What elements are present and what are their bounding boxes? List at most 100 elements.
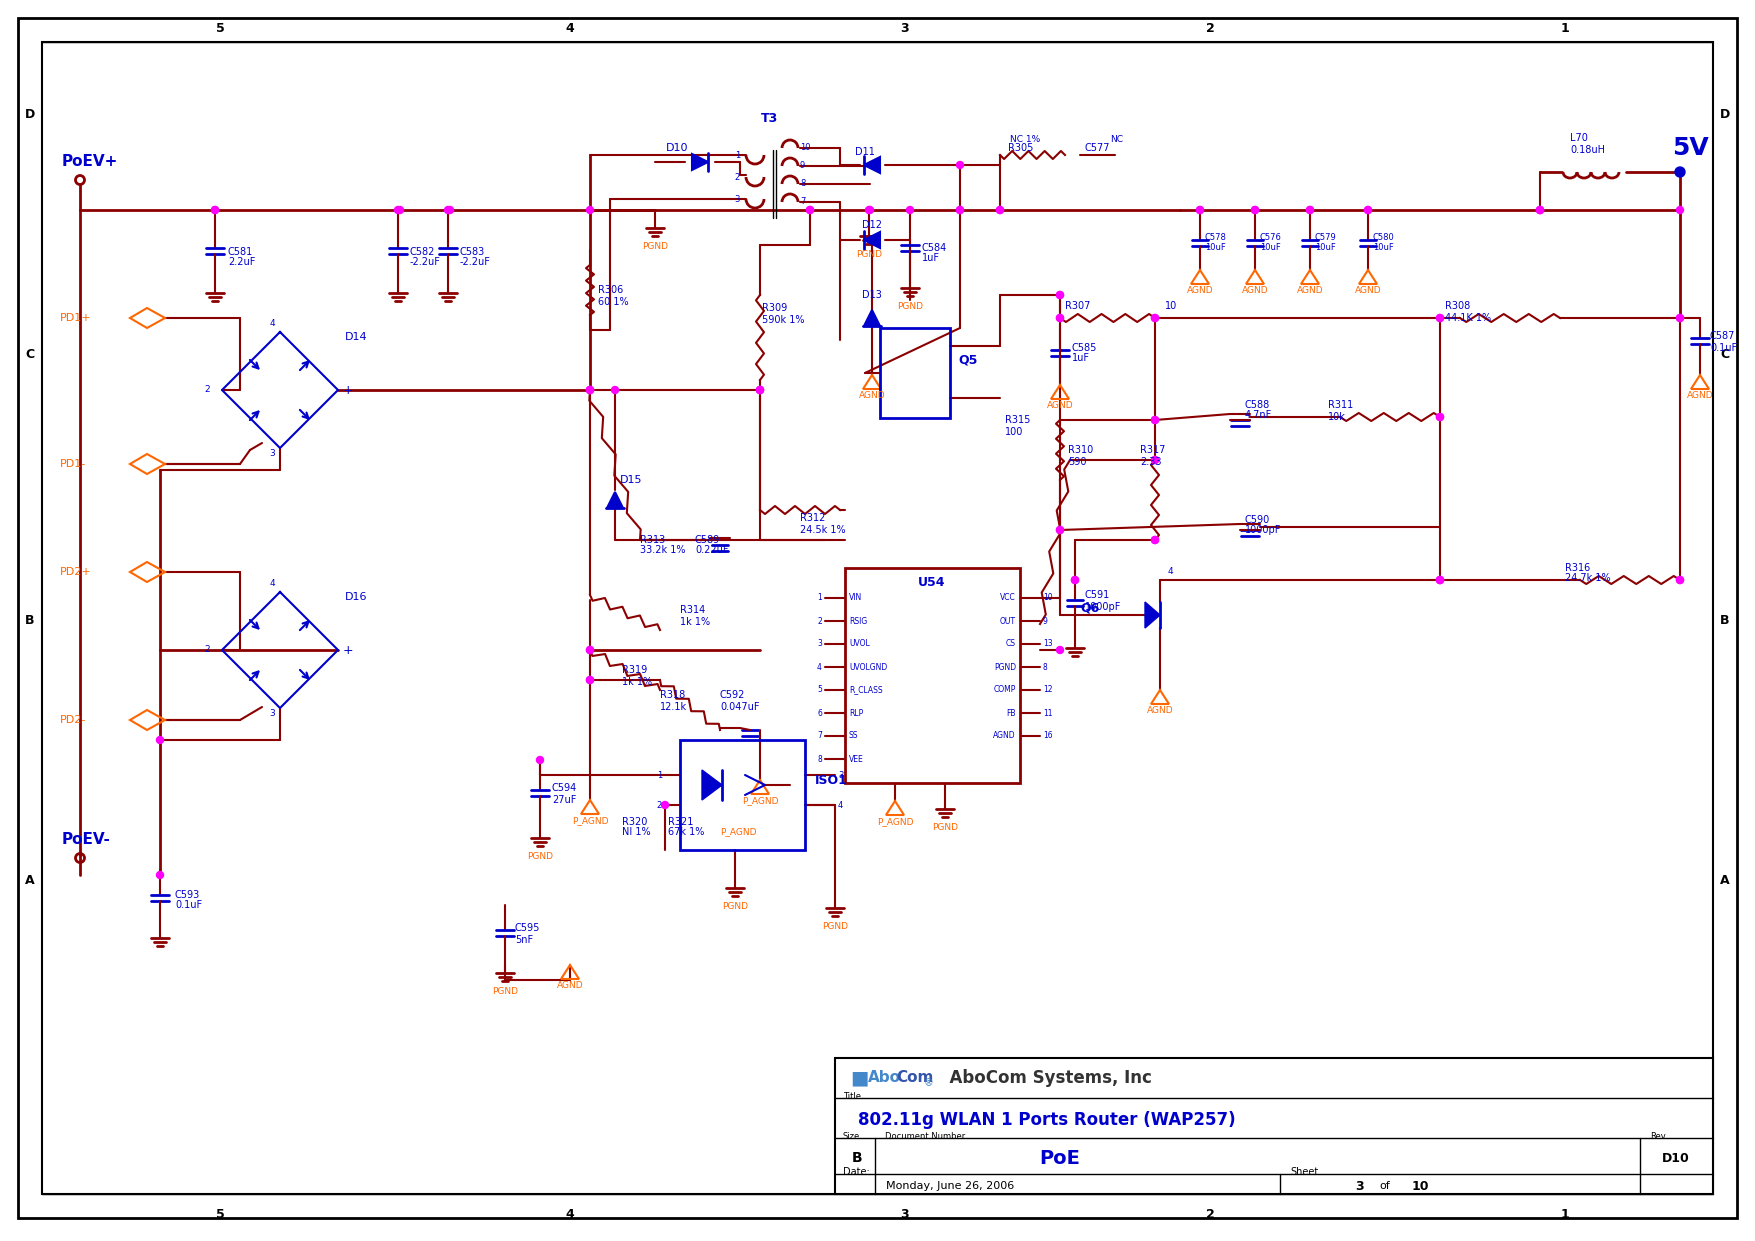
Text: 10uF: 10uF (1260, 243, 1281, 252)
Circle shape (1676, 314, 1683, 321)
Circle shape (997, 206, 1004, 213)
Text: PD2+: PD2+ (60, 567, 91, 577)
Text: C587: C587 (1709, 331, 1736, 341)
Text: 67k 1%: 67k 1% (669, 827, 704, 836)
Text: 27uF: 27uF (553, 795, 576, 805)
Circle shape (156, 736, 163, 743)
Circle shape (397, 206, 404, 213)
Text: 4: 4 (565, 21, 574, 35)
Text: Q5: Q5 (958, 354, 978, 366)
Circle shape (1437, 577, 1444, 583)
Text: CS: CS (1006, 639, 1016, 649)
Text: Date:: Date: (842, 1167, 870, 1176)
Text: 4.7nF: 4.7nF (1244, 410, 1272, 419)
Text: 1: 1 (735, 150, 741, 160)
Circle shape (156, 871, 163, 879)
Text: 4: 4 (1169, 567, 1174, 577)
Text: AGND: AGND (556, 980, 583, 990)
Text: 590k 1%: 590k 1% (762, 315, 804, 325)
Text: B: B (851, 1150, 863, 1165)
Text: 1: 1 (1560, 1209, 1569, 1221)
Text: R306: R306 (598, 285, 623, 295)
Circle shape (586, 386, 593, 393)
Circle shape (865, 206, 872, 213)
Text: 9: 9 (800, 161, 806, 170)
Circle shape (586, 386, 593, 393)
Text: 2: 2 (204, 645, 211, 654)
Text: UVOL: UVOL (849, 639, 870, 649)
Text: R316: R316 (1565, 563, 1590, 573)
Text: AGND: AGND (1355, 285, 1381, 295)
Text: C579: C579 (1314, 233, 1337, 242)
Text: C: C (1720, 349, 1730, 361)
Text: 10: 10 (1411, 1179, 1429, 1193)
Circle shape (807, 206, 814, 213)
Text: PD2-: PD2- (60, 715, 86, 725)
Circle shape (1251, 206, 1258, 213)
Text: RSIG: RSIG (849, 617, 867, 625)
Text: D10: D10 (665, 143, 688, 153)
Circle shape (1536, 206, 1543, 213)
Text: 8: 8 (800, 180, 806, 189)
Circle shape (586, 386, 593, 393)
Text: 24.7k 1%: 24.7k 1% (1565, 573, 1611, 583)
Text: R305: R305 (1007, 143, 1034, 153)
Text: 1k 1%: 1k 1% (679, 617, 711, 627)
Text: PD1-: PD1- (60, 459, 86, 469)
Circle shape (756, 386, 763, 393)
Text: C589: C589 (695, 535, 720, 545)
Circle shape (1536, 206, 1543, 213)
Text: 1uF: 1uF (921, 253, 941, 263)
Circle shape (444, 206, 451, 213)
Text: 1: 1 (1560, 21, 1569, 35)
Text: 16: 16 (1042, 731, 1053, 741)
Polygon shape (863, 232, 879, 248)
Text: 60 1%: 60 1% (598, 297, 628, 307)
Circle shape (586, 647, 593, 654)
Polygon shape (607, 491, 623, 508)
Circle shape (537, 757, 544, 763)
Text: AGND: AGND (858, 391, 885, 400)
Text: AGND: AGND (1046, 401, 1074, 410)
Circle shape (997, 206, 1004, 213)
Text: Size: Size (842, 1132, 860, 1140)
Text: B: B (25, 613, 35, 627)
Text: ■: ■ (849, 1069, 869, 1087)
Text: 4: 4 (837, 800, 842, 809)
Text: 0.047uF: 0.047uF (720, 702, 760, 712)
Circle shape (1072, 577, 1079, 583)
Circle shape (1437, 577, 1444, 583)
Circle shape (867, 206, 874, 213)
Circle shape (1151, 457, 1158, 463)
Text: PoEV-: PoEV- (61, 833, 111, 848)
Text: C595: C595 (514, 923, 541, 933)
Text: 5V: 5V (1673, 137, 1709, 160)
Circle shape (1151, 417, 1158, 423)
Text: VEE: VEE (849, 755, 863, 763)
Circle shape (1057, 647, 1064, 654)
Text: D: D (25, 108, 35, 122)
Circle shape (586, 647, 593, 654)
Text: C583: C583 (460, 247, 484, 257)
Text: SS: SS (849, 731, 858, 741)
Text: C593: C593 (176, 890, 200, 900)
Text: C580: C580 (1372, 233, 1395, 242)
Text: 10: 10 (1042, 593, 1053, 602)
Text: 4: 4 (818, 663, 821, 671)
Circle shape (1676, 314, 1683, 321)
Circle shape (1676, 577, 1683, 583)
Text: 44.1K 1%: 44.1K 1% (1444, 313, 1492, 323)
Text: PD1+: PD1+ (60, 313, 91, 323)
Text: R318: R318 (660, 690, 684, 700)
Circle shape (1306, 206, 1313, 213)
Circle shape (1676, 206, 1683, 213)
Text: FB: FB (1007, 709, 1016, 717)
Text: 10: 10 (800, 144, 811, 153)
Text: Com: Com (897, 1071, 934, 1086)
Text: 3: 3 (818, 639, 821, 649)
Circle shape (446, 206, 453, 213)
Circle shape (611, 386, 618, 393)
Text: D10: D10 (1662, 1152, 1690, 1164)
Circle shape (1151, 314, 1158, 321)
Text: PGND: PGND (526, 853, 553, 861)
